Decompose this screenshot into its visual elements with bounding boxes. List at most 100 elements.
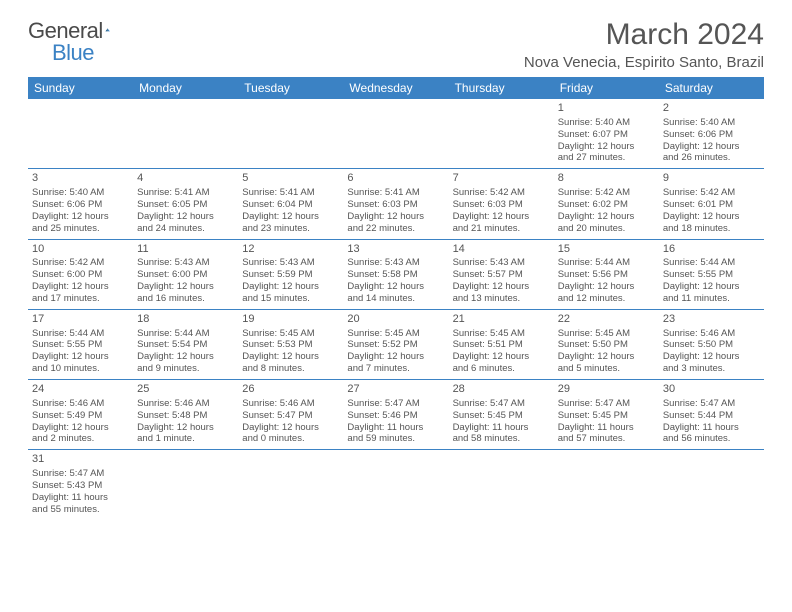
calendar-week-row: 1Sunrise: 5:40 AMSunset: 6:07 PMDaylight… — [28, 99, 764, 169]
sunset-text: Sunset: 5:59 PM — [242, 269, 339, 281]
day-number: 29 — [558, 383, 655, 397]
daylight-text: Daylight: 12 hours — [137, 351, 234, 363]
sunset-text: Sunset: 6:02 PM — [558, 199, 655, 211]
daylight-text: and 2 minutes. — [32, 433, 129, 445]
daylight-text: and 0 minutes. — [242, 433, 339, 445]
month-title: March 2024 — [524, 18, 764, 52]
sunset-text: Sunset: 5:44 PM — [663, 410, 760, 422]
daylight-text: and 56 minutes. — [663, 433, 760, 445]
sunset-text: Sunset: 5:50 PM — [663, 339, 760, 351]
day-number: 31 — [32, 453, 129, 467]
calendar-week-row: 17Sunrise: 5:44 AMSunset: 5:55 PMDayligh… — [28, 309, 764, 379]
sunrise-text: Sunrise: 5:43 AM — [453, 257, 550, 269]
daylight-text: Daylight: 11 hours — [663, 422, 760, 434]
daylight-text: and 17 minutes. — [32, 293, 129, 305]
day-number: 5 — [242, 172, 339, 186]
sunset-text: Sunset: 6:06 PM — [32, 199, 129, 211]
daylight-text: Daylight: 12 hours — [663, 141, 760, 153]
daylight-text: Daylight: 12 hours — [32, 422, 129, 434]
sunset-text: Sunset: 6:00 PM — [32, 269, 129, 281]
sunrise-text: Sunrise: 5:40 AM — [32, 187, 129, 199]
day-number: 9 — [663, 172, 760, 186]
sunrise-text: Sunrise: 5:47 AM — [453, 398, 550, 410]
sunset-text: Sunset: 6:00 PM — [137, 269, 234, 281]
day-number: 3 — [32, 172, 129, 186]
sunrise-text: Sunrise: 5:47 AM — [347, 398, 444, 410]
sunset-text: Sunset: 5:47 PM — [242, 410, 339, 422]
sunset-text: Sunset: 6:04 PM — [242, 199, 339, 211]
sunset-text: Sunset: 5:48 PM — [137, 410, 234, 422]
sunset-text: Sunset: 5:54 PM — [137, 339, 234, 351]
calendar-day-cell: 23Sunrise: 5:46 AMSunset: 5:50 PMDayligh… — [659, 309, 764, 379]
day-number: 23 — [663, 313, 760, 327]
calendar-table: Sunday Monday Tuesday Wednesday Thursday… — [28, 77, 764, 520]
daylight-text: Daylight: 12 hours — [663, 211, 760, 223]
daylight-text: and 24 minutes. — [137, 223, 234, 235]
daylight-text: Daylight: 12 hours — [242, 351, 339, 363]
daylight-text: and 23 minutes. — [242, 223, 339, 235]
logo-blue-row: Blue — [52, 40, 94, 66]
calendar-day-cell: 30Sunrise: 5:47 AMSunset: 5:44 PMDayligh… — [659, 380, 764, 450]
sunset-text: Sunset: 6:01 PM — [663, 199, 760, 211]
sunset-text: Sunset: 6:05 PM — [137, 199, 234, 211]
sunrise-text: Sunrise: 5:44 AM — [137, 328, 234, 340]
calendar-day-cell: 3Sunrise: 5:40 AMSunset: 6:06 PMDaylight… — [28, 169, 133, 239]
sunrise-text: Sunrise: 5:42 AM — [453, 187, 550, 199]
daylight-text: Daylight: 12 hours — [453, 211, 550, 223]
sunset-text: Sunset: 5:58 PM — [347, 269, 444, 281]
daylight-text: and 14 minutes. — [347, 293, 444, 305]
daylight-text: and 3 minutes. — [663, 363, 760, 375]
day-number: 15 — [558, 243, 655, 257]
weekday-header-row: Sunday Monday Tuesday Wednesday Thursday… — [28, 77, 764, 99]
sunrise-text: Sunrise: 5:44 AM — [32, 328, 129, 340]
title-block: March 2024 Nova Venecia, Espirito Santo,… — [524, 18, 764, 71]
sunset-text: Sunset: 5:55 PM — [32, 339, 129, 351]
sunrise-text: Sunrise: 5:47 AM — [663, 398, 760, 410]
calendar-day-cell — [238, 99, 343, 169]
day-number: 26 — [242, 383, 339, 397]
day-number: 16 — [663, 243, 760, 257]
weekday-header: Friday — [554, 77, 659, 99]
sunrise-text: Sunrise: 5:44 AM — [663, 257, 760, 269]
calendar-day-cell: 26Sunrise: 5:46 AMSunset: 5:47 PMDayligh… — [238, 380, 343, 450]
calendar-day-cell — [554, 450, 659, 520]
daylight-text: and 8 minutes. — [242, 363, 339, 375]
daylight-text: and 12 minutes. — [558, 293, 655, 305]
calendar-day-cell: 19Sunrise: 5:45 AMSunset: 5:53 PMDayligh… — [238, 309, 343, 379]
daylight-text: and 11 minutes. — [663, 293, 760, 305]
sunrise-text: Sunrise: 5:41 AM — [137, 187, 234, 199]
sunrise-text: Sunrise: 5:42 AM — [558, 187, 655, 199]
calendar-day-cell: 4Sunrise: 5:41 AMSunset: 6:05 PMDaylight… — [133, 169, 238, 239]
sunrise-text: Sunrise: 5:42 AM — [32, 257, 129, 269]
logo-text-blue: Blue — [52, 40, 94, 66]
sunset-text: Sunset: 5:56 PM — [558, 269, 655, 281]
sunrise-text: Sunrise: 5:47 AM — [32, 468, 129, 480]
daylight-text: Daylight: 12 hours — [347, 351, 444, 363]
sunrise-text: Sunrise: 5:44 AM — [558, 257, 655, 269]
sunrise-text: Sunrise: 5:40 AM — [558, 117, 655, 129]
day-number: 8 — [558, 172, 655, 186]
sunrise-text: Sunrise: 5:46 AM — [242, 398, 339, 410]
daylight-text: Daylight: 12 hours — [453, 351, 550, 363]
day-number: 27 — [347, 383, 444, 397]
daylight-text: Daylight: 12 hours — [242, 281, 339, 293]
day-number: 12 — [242, 243, 339, 257]
calendar-day-cell: 20Sunrise: 5:45 AMSunset: 5:52 PMDayligh… — [343, 309, 448, 379]
sunrise-text: Sunrise: 5:45 AM — [453, 328, 550, 340]
calendar-day-cell — [238, 450, 343, 520]
calendar-day-cell: 31Sunrise: 5:47 AMSunset: 5:43 PMDayligh… — [28, 450, 133, 520]
sunrise-text: Sunrise: 5:43 AM — [242, 257, 339, 269]
calendar-day-cell: 6Sunrise: 5:41 AMSunset: 6:03 PMDaylight… — [343, 169, 448, 239]
sunset-text: Sunset: 5:49 PM — [32, 410, 129, 422]
daylight-text: and 10 minutes. — [32, 363, 129, 375]
day-number: 13 — [347, 243, 444, 257]
sunrise-text: Sunrise: 5:40 AM — [663, 117, 760, 129]
location: Nova Venecia, Espirito Santo, Brazil — [524, 54, 764, 71]
sunset-text: Sunset: 5:45 PM — [558, 410, 655, 422]
sunrise-text: Sunrise: 5:42 AM — [663, 187, 760, 199]
calendar-day-cell: 7Sunrise: 5:42 AMSunset: 6:03 PMDaylight… — [449, 169, 554, 239]
calendar-week-row: 10Sunrise: 5:42 AMSunset: 6:00 PMDayligh… — [28, 239, 764, 309]
sunset-text: Sunset: 5:57 PM — [453, 269, 550, 281]
daylight-text: Daylight: 11 hours — [558, 422, 655, 434]
calendar-day-cell — [659, 450, 764, 520]
